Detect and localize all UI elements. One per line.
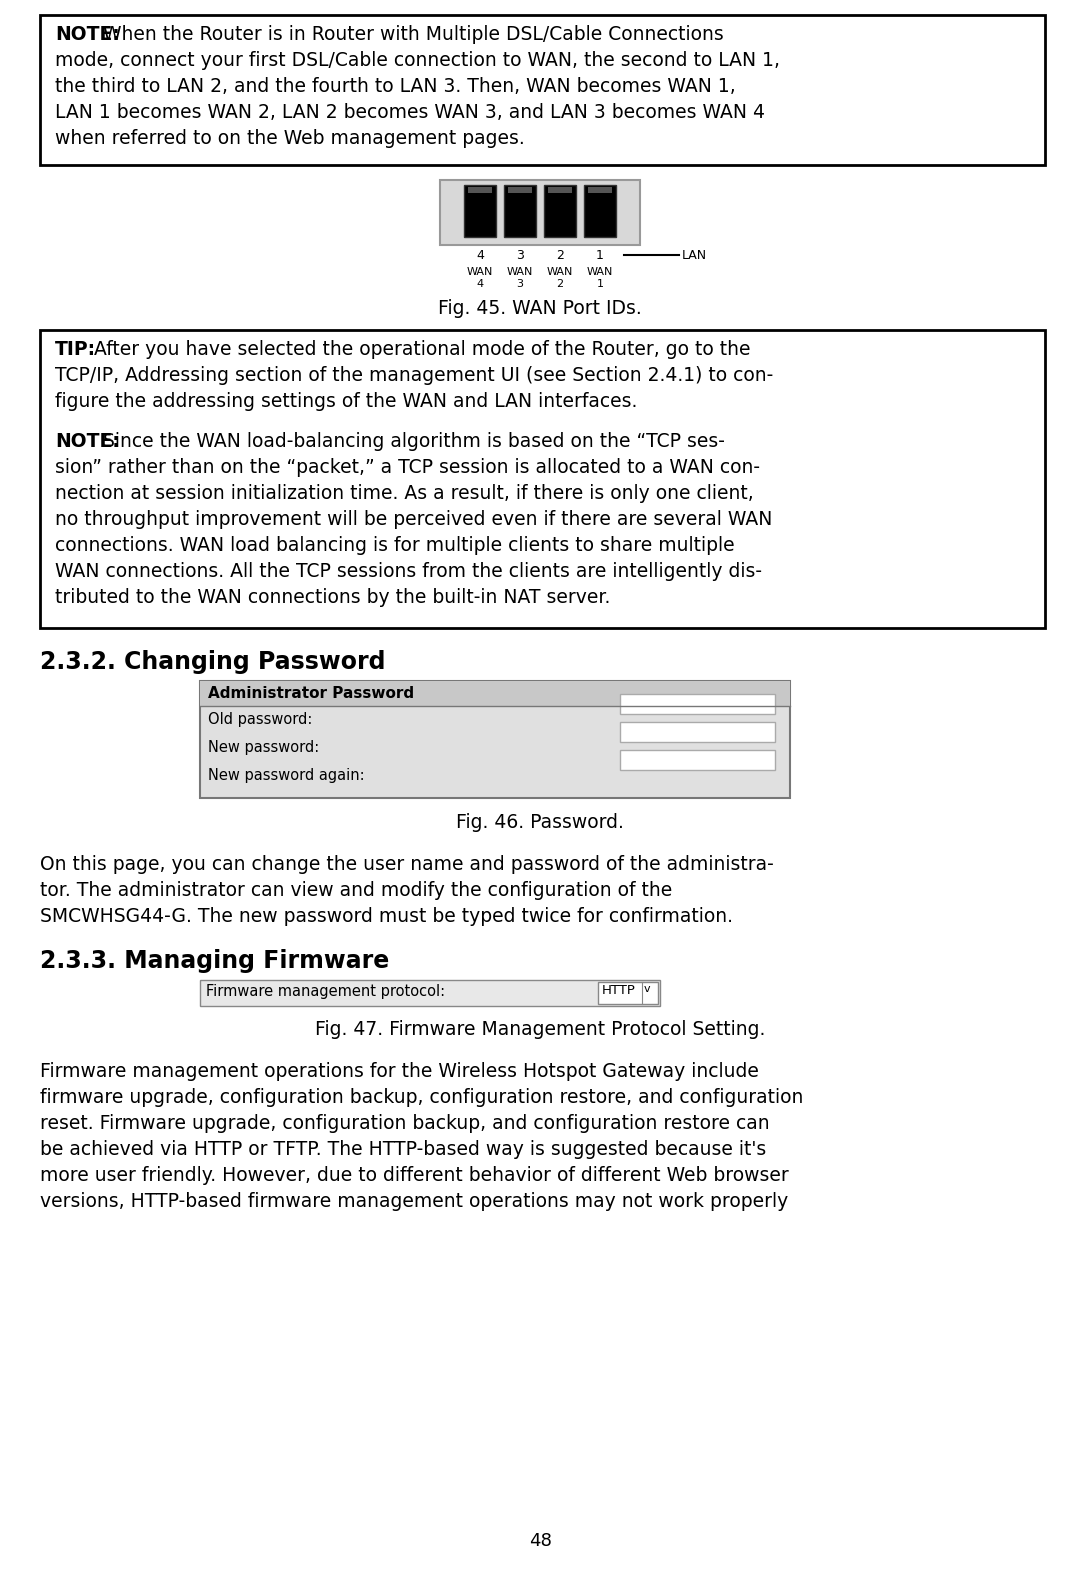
Bar — [620, 750, 775, 769]
Text: Fig. 47. Firmware Management Protocol Setting.: Fig. 47. Firmware Management Protocol Se… — [314, 1020, 766, 1039]
Text: nection at session initialization time. As a result, if there is only one client: nection at session initialization time. … — [55, 484, 754, 502]
Bar — [200, 681, 789, 798]
Bar — [508, 187, 532, 193]
Text: When the Router is in Router with Multiple DSL/Cable Connections: When the Router is in Router with Multip… — [97, 25, 724, 44]
Bar — [620, 722, 775, 743]
Text: LAN: LAN — [681, 250, 707, 262]
Text: sion” rather than on the “packet,” a TCP session is allocated to a WAN con-: sion” rather than on the “packet,” a TCP… — [55, 458, 760, 477]
Bar — [584, 185, 616, 237]
Text: 2: 2 — [556, 250, 564, 262]
Text: mode, connect your first DSL/Cable connection to WAN, the second to LAN 1,: mode, connect your first DSL/Cable conne… — [55, 50, 780, 71]
Text: Fig. 45. WAN Port IDs.: Fig. 45. WAN Port IDs. — [438, 298, 642, 319]
Text: WAN connections. All the TCP sessions from the clients are intelligently dis-: WAN connections. All the TCP sessions fr… — [55, 562, 762, 581]
Text: Old password:: Old password: — [208, 713, 312, 727]
Text: WAN
4: WAN 4 — [467, 267, 494, 289]
Text: NOTE:: NOTE: — [55, 432, 120, 451]
Text: After you have selected the operational mode of the Router, go to the: After you have selected the operational … — [89, 341, 751, 360]
Bar — [464, 185, 496, 237]
Text: Since the WAN load-balancing algorithm is based on the “TCP ses-: Since the WAN load-balancing algorithm i… — [97, 432, 725, 451]
Text: figure the addressing settings of the WAN and LAN interfaces.: figure the addressing settings of the WA… — [55, 392, 637, 411]
Text: 2.3.3. Managing Firmware: 2.3.3. Managing Firmware — [40, 948, 389, 973]
Text: tor. The administrator can view and modify the configuration of the: tor. The administrator can view and modi… — [40, 881, 672, 900]
Text: the third to LAN 2, and the fourth to LAN 3. Then, WAN becomes WAN 1,: the third to LAN 2, and the fourth to LA… — [55, 77, 735, 96]
Bar — [620, 694, 775, 714]
Text: New password again:: New password again: — [208, 768, 365, 783]
Bar — [588, 187, 612, 193]
Bar — [40, 330, 1045, 628]
Text: connections. WAN load balancing is for multiple clients to share multiple: connections. WAN load balancing is for m… — [55, 535, 734, 556]
Text: HTTP: HTTP — [602, 984, 636, 997]
Text: On this page, you can change the user name and password of the administra-: On this page, you can change the user na… — [40, 856, 773, 874]
Text: 48: 48 — [528, 1532, 552, 1550]
Text: firmware upgrade, configuration backup, configuration restore, and configuration: firmware upgrade, configuration backup, … — [40, 1088, 804, 1107]
Text: WAN
2: WAN 2 — [546, 267, 573, 289]
Text: tributed to the WAN connections by the built-in NAT server.: tributed to the WAN connections by the b… — [55, 589, 610, 608]
Text: SMCWHSG44-G. The new password must be typed twice for confirmation.: SMCWHSG44-G. The new password must be ty… — [40, 907, 733, 926]
Text: NOTE:: NOTE: — [55, 25, 120, 44]
Text: Administrator Password: Administrator Password — [208, 686, 414, 700]
Bar — [200, 980, 660, 1006]
Text: TIP:: TIP: — [55, 341, 96, 360]
Text: when referred to on the Web management pages.: when referred to on the Web management p… — [55, 129, 525, 148]
Text: WAN
3: WAN 3 — [507, 267, 534, 289]
Bar — [544, 185, 576, 237]
Text: 4: 4 — [476, 250, 484, 262]
Bar — [598, 981, 658, 1003]
Text: reset. Firmware upgrade, configuration backup, and configuration restore can: reset. Firmware upgrade, configuration b… — [40, 1115, 770, 1134]
Text: New password:: New password: — [208, 739, 320, 755]
Bar — [504, 185, 536, 237]
Text: Firmware management operations for the Wireless Hotspot Gateway include: Firmware management operations for the W… — [40, 1061, 759, 1082]
Text: 2.3.2. Changing Password: 2.3.2. Changing Password — [40, 650, 386, 674]
Text: TCP/IP, Addressing section of the management UI (see Section 2.4.1) to con-: TCP/IP, Addressing section of the manage… — [55, 366, 773, 385]
Bar — [40, 16, 1045, 165]
Text: Firmware management protocol:: Firmware management protocol: — [206, 984, 445, 999]
Text: versions, HTTP-based firmware management operations may not work properly: versions, HTTP-based firmware management… — [40, 1192, 788, 1210]
Text: more user friendly. However, due to different behavior of different Web browser: more user friendly. However, due to diff… — [40, 1167, 788, 1185]
Text: Fig. 46. Password.: Fig. 46. Password. — [456, 813, 624, 832]
Bar — [440, 181, 640, 245]
Text: v: v — [644, 984, 650, 994]
Text: 1: 1 — [596, 250, 604, 262]
Text: be achieved via HTTP or TFTP. The HTTP-based way is suggested because it's: be achieved via HTTP or TFTP. The HTTP-b… — [40, 1140, 766, 1159]
Text: WAN
1: WAN 1 — [586, 267, 613, 289]
Bar — [548, 187, 572, 193]
Text: 3: 3 — [516, 250, 524, 262]
Bar — [200, 681, 789, 706]
Bar — [468, 187, 492, 193]
Text: LAN 1 becomes WAN 2, LAN 2 becomes WAN 3, and LAN 3 becomes WAN 4: LAN 1 becomes WAN 2, LAN 2 becomes WAN 3… — [55, 104, 765, 122]
Text: no throughput improvement will be perceived even if there are several WAN: no throughput improvement will be percei… — [55, 510, 772, 529]
